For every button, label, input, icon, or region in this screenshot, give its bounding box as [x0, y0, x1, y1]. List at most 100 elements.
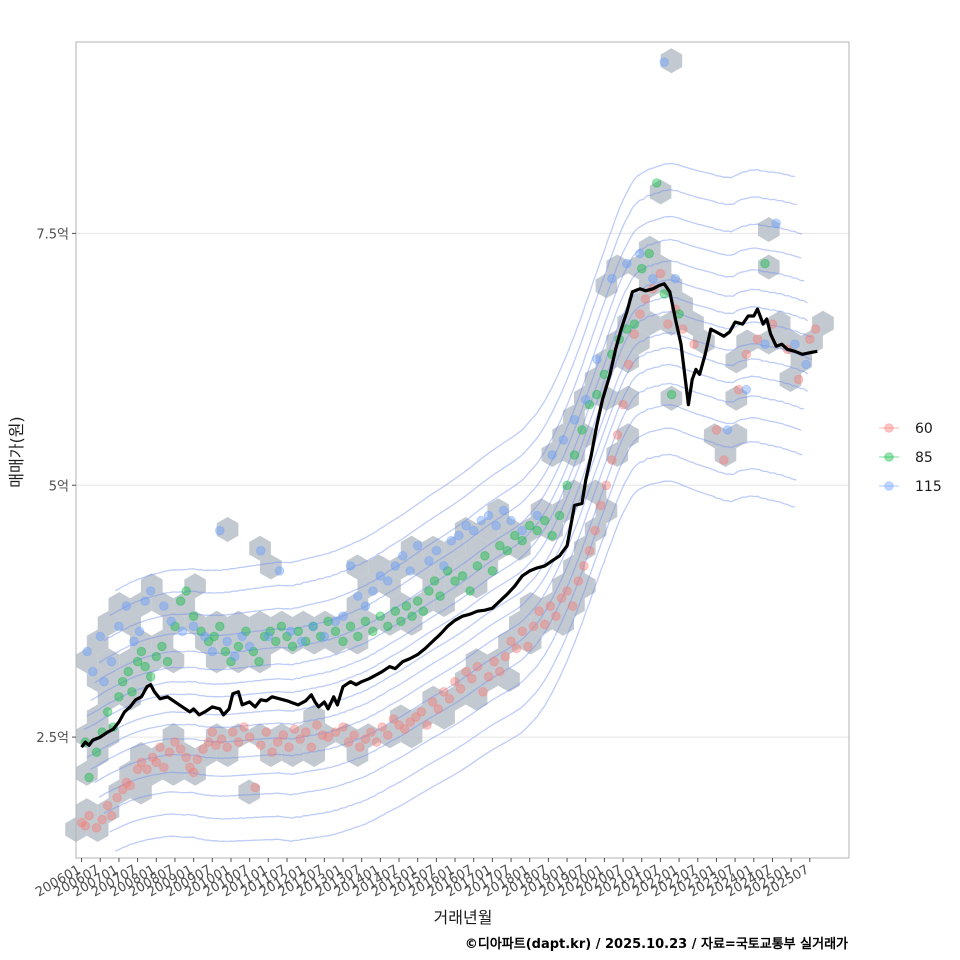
scatter-point-115 [121, 601, 132, 611]
scatter-point-85 [539, 515, 550, 526]
hexbin-cell [173, 592, 196, 617]
density-contour [86, 295, 809, 717]
density-contour [109, 188, 797, 617]
scatter-point-85 [450, 576, 460, 586]
hexbin-cell [574, 535, 596, 561]
scatter-point-85 [760, 258, 770, 269]
scatter-point-115 [222, 636, 232, 647]
scatter-point-115 [461, 520, 472, 531]
scatter-point-60 [198, 744, 208, 755]
hexbin-cell [119, 610, 141, 636]
hexbin-cell [400, 535, 423, 561]
scatter-point-85 [547, 530, 557, 541]
scatter-point-85 [215, 621, 225, 632]
scatter-point-60 [323, 732, 333, 742]
scatter-point-60 [444, 694, 455, 704]
hexbin-cell [509, 535, 531, 561]
scatter-point-85 [315, 631, 326, 642]
scatter-point-85 [524, 520, 535, 531]
scatter-point-115 [517, 525, 528, 536]
scatter-point-60 [495, 666, 505, 677]
scatter-point-85 [151, 651, 162, 662]
hexbin-cell [595, 273, 618, 299]
scatter-point-85 [659, 289, 670, 299]
scatter-point-60 [170, 737, 180, 747]
scatter-point-115 [741, 384, 752, 395]
hexbin-cell [530, 610, 553, 636]
hexbin-cell [444, 535, 466, 561]
hexbin-cell [151, 742, 174, 767]
hexbin-cell [249, 610, 271, 636]
scatter-point-60 [489, 656, 500, 667]
hexbin-cell [119, 685, 141, 711]
hexbin-cell [487, 498, 509, 524]
scatter-point-115 [244, 641, 255, 652]
hexbin-cell [108, 592, 131, 617]
scatter-point-60 [579, 561, 589, 571]
hexbin-cell [563, 442, 585, 467]
hexbin-cell [465, 685, 488, 711]
scatter-point-60 [689, 339, 699, 350]
scatter-point-85 [140, 661, 150, 672]
scatter-point-115 [468, 525, 479, 536]
scatter-point-85 [599, 369, 610, 380]
hexbin-cell [238, 779, 260, 805]
scatter-point-60 [97, 814, 107, 825]
hexbin-cell [357, 723, 380, 749]
scatter-point-60 [635, 309, 645, 319]
hexbin-cell [76, 798, 98, 824]
scatter-point-60 [284, 742, 294, 753]
scatter-point-60 [528, 621, 539, 632]
scatter-point-85 [117, 676, 128, 687]
hexbin-cell [346, 629, 369, 655]
scatter-point-60 [360, 734, 371, 744]
scatter-point-85 [390, 606, 401, 617]
scatter-point-115 [237, 631, 247, 642]
gridlines [76, 232, 849, 738]
scatter-point-115 [207, 646, 218, 657]
scatter-point-60 [80, 821, 91, 831]
hexbin-cell [184, 610, 206, 636]
legend-key-point [884, 481, 894, 491]
hexbin-cell [379, 573, 401, 599]
scatter-point-60 [612, 430, 623, 440]
hexbin-cell [584, 517, 607, 542]
y-tick-label: 2.5억 [36, 731, 69, 746]
scatter-point-60 [411, 712, 421, 722]
hexbin-cell [400, 610, 423, 636]
scatter-point-115 [95, 631, 106, 642]
scatter-point-85 [383, 621, 393, 632]
scatter-point-60 [450, 676, 460, 687]
scatter-point-60 [472, 661, 483, 672]
scatter-point-115 [106, 656, 117, 667]
hexbin-cell [541, 592, 564, 617]
hexbin-cell [205, 648, 228, 674]
hexbin-cell [314, 610, 336, 636]
scatter-point-85 [636, 263, 647, 274]
scatter-point-60 [467, 673, 477, 684]
hexbin-cell [454, 554, 477, 580]
hexbin-cell [292, 610, 315, 636]
scatter-point-60 [590, 525, 600, 536]
hexbin-cell [703, 423, 726, 449]
scatter-point-85 [123, 666, 134, 677]
scatter-point-60 [250, 782, 260, 793]
hexbin-cell [563, 404, 585, 430]
scatter-point-60 [175, 744, 186, 755]
hexbin-cell [292, 723, 315, 749]
scatter-point-60 [343, 737, 354, 747]
scatter-point-60 [511, 643, 522, 654]
density-contour [98, 238, 802, 664]
hexbin-cell [617, 385, 639, 411]
scatter-point-85 [170, 621, 180, 632]
hexbin-cell [758, 217, 780, 242]
scatter-point-60 [338, 722, 348, 732]
hexbin-cell [249, 648, 271, 674]
hexbin-cell [714, 442, 737, 467]
hexbin-cell [195, 742, 217, 767]
hexbin-cell [768, 310, 791, 336]
hexbin-cell [97, 798, 120, 824]
hexbin-cell [758, 329, 780, 355]
hexbin-cell [379, 723, 401, 749]
